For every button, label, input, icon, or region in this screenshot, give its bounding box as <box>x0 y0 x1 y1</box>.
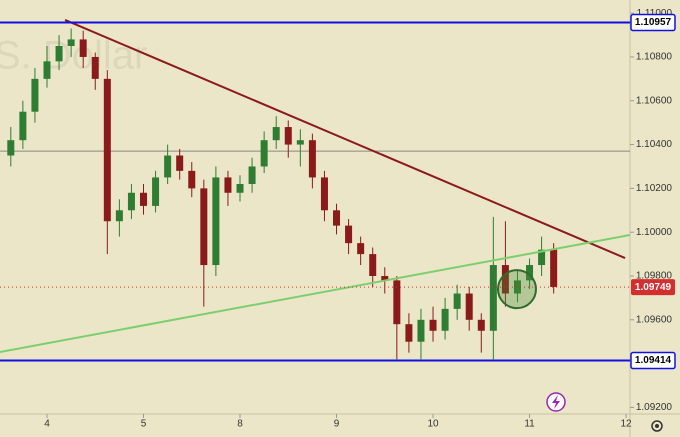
candle-body <box>200 188 208 266</box>
y-tick-label: 1.10200 <box>636 183 673 194</box>
x-tick-label: 12 <box>620 419 632 430</box>
settings-icon[interactable] <box>651 420 663 432</box>
y-tick-label: 1.10000 <box>636 227 673 238</box>
candle-body <box>369 254 377 276</box>
y-tick-label: 1.10600 <box>636 95 673 106</box>
candle-body <box>127 192 135 211</box>
candle-body <box>345 225 353 244</box>
candle-body <box>550 249 558 287</box>
trend-line <box>64 19 626 259</box>
candle-body <box>513 280 521 294</box>
price-label-box <box>631 279 675 296</box>
candle-body <box>296 140 304 145</box>
candle-body <box>91 56 99 79</box>
y-tick-label: 1.10800 <box>636 52 673 63</box>
y-tick-label: 1.11000 <box>637 8 673 19</box>
price-label: 1.09749 <box>635 282 672 293</box>
candle-body <box>224 177 232 193</box>
candle-body <box>152 177 160 206</box>
candle-body <box>140 192 148 206</box>
candle-body <box>272 127 280 141</box>
candle-body <box>538 249 546 266</box>
candle-body <box>67 39 75 46</box>
candle-body <box>429 319 437 331</box>
candle-body <box>19 111 27 141</box>
candle-body <box>477 319 485 331</box>
x-tick-label: 10 <box>427 419 439 430</box>
candle-body <box>248 166 256 184</box>
x-tick-label: 4 <box>44 419 50 430</box>
level-label: 1.09414 <box>635 355 672 366</box>
candle-body <box>320 177 328 211</box>
candle-body <box>212 177 220 266</box>
candle-body <box>43 61 51 79</box>
candle-body <box>188 170 196 189</box>
candle-body <box>417 319 425 342</box>
level-label-box <box>630 351 676 370</box>
candle-body <box>164 155 172 178</box>
candle-body <box>489 265 497 331</box>
level-label-box <box>630 13 676 32</box>
candle-body <box>526 265 534 281</box>
candle-body <box>284 127 292 145</box>
candle-body <box>357 243 365 255</box>
candle-body <box>31 78 39 112</box>
level-label: 1.10957 <box>635 17 672 28</box>
trend-line <box>0 234 631 353</box>
candle-body <box>333 210 341 226</box>
candle-body <box>260 140 268 167</box>
candle-body <box>79 39 87 57</box>
candle-body <box>465 293 473 320</box>
y-tick-label: 1.10400 <box>636 139 673 150</box>
x-tick-label: 9 <box>334 419 340 430</box>
y-tick-label: 1.09200 <box>636 402 673 413</box>
candle-body <box>115 210 123 222</box>
replay-icon[interactable] <box>546 392 566 412</box>
candle-body <box>405 324 413 342</box>
y-tick-label: 1.09600 <box>636 314 673 325</box>
candle-body <box>441 308 449 331</box>
x-tick-label: 5 <box>141 419 147 430</box>
candle-body <box>308 140 316 178</box>
y-tick-label: 1.09800 <box>636 271 673 282</box>
candle-body <box>381 276 389 281</box>
candle-body <box>393 280 401 325</box>
candle-body <box>176 155 184 171</box>
candle-body <box>453 293 461 309</box>
candle-body <box>7 140 15 156</box>
candle-body <box>55 46 63 62</box>
highlight-circle <box>496 269 537 310</box>
x-tick-label: 11 <box>524 419 535 430</box>
x-tick-label: 8 <box>237 419 243 430</box>
candle-body <box>236 184 244 193</box>
candle-body <box>103 78 111 222</box>
candle-body <box>501 265 509 294</box>
